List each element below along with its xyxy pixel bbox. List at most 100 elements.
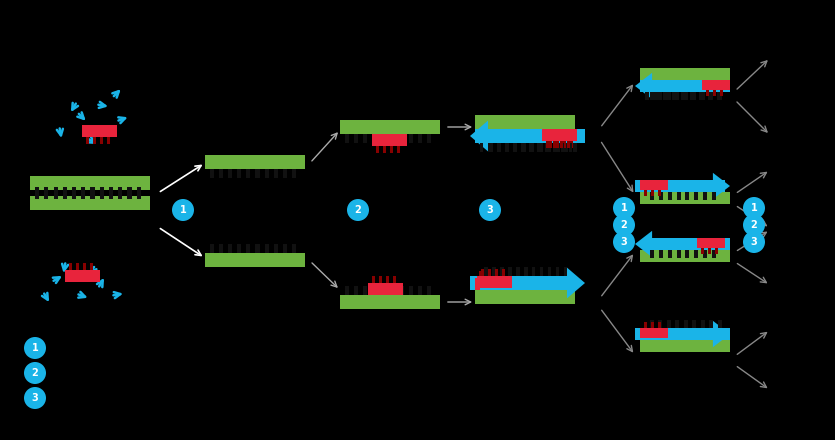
Bar (265, 244, 269, 253)
Circle shape (613, 231, 635, 253)
Bar (672, 332, 676, 340)
Bar (83, 263, 86, 270)
Bar (525, 281, 529, 290)
Bar (382, 286, 386, 295)
Bar (672, 184, 676, 192)
Circle shape (24, 362, 46, 384)
Bar (553, 141, 556, 148)
Bar (81, 190, 85, 199)
Bar (712, 90, 716, 96)
Bar (672, 80, 676, 88)
Bar (90, 187, 94, 196)
Bar (372, 276, 375, 283)
Bar (712, 192, 716, 200)
FancyArrow shape (470, 121, 585, 151)
Bar (699, 92, 703, 100)
Bar (237, 169, 241, 178)
Bar (690, 92, 694, 100)
Bar (219, 169, 223, 178)
Text: 2: 2 (32, 368, 38, 378)
Bar (119, 187, 122, 196)
Circle shape (743, 214, 765, 236)
Bar (99, 137, 103, 144)
Bar (489, 281, 493, 290)
Bar (684, 92, 687, 100)
Bar (717, 242, 721, 250)
Bar (650, 250, 654, 258)
Bar (645, 80, 649, 88)
Bar (274, 244, 278, 253)
Bar (717, 80, 721, 88)
FancyBboxPatch shape (645, 238, 725, 250)
Bar (676, 250, 681, 258)
Bar (720, 90, 723, 96)
Bar (85, 137, 89, 144)
Bar (90, 190, 94, 199)
Bar (681, 242, 685, 250)
FancyBboxPatch shape (475, 290, 575, 304)
Bar (499, 271, 503, 278)
Bar (690, 242, 694, 250)
Circle shape (172, 199, 194, 221)
Bar (399, 286, 403, 295)
Bar (645, 184, 649, 192)
Bar (560, 143, 564, 152)
Bar (534, 129, 539, 138)
Bar (291, 169, 296, 178)
Bar (119, 190, 122, 199)
Bar (497, 143, 500, 152)
Bar (701, 320, 705, 328)
Bar (386, 276, 389, 283)
Bar (493, 267, 496, 276)
Text: 3: 3 (751, 237, 757, 247)
Circle shape (613, 214, 635, 236)
FancyBboxPatch shape (30, 176, 150, 190)
FancyBboxPatch shape (702, 80, 730, 90)
Bar (489, 129, 493, 138)
Bar (690, 184, 694, 192)
Bar (701, 92, 705, 100)
Bar (708, 332, 712, 340)
Bar (99, 187, 104, 196)
FancyArrow shape (635, 73, 730, 99)
Bar (701, 248, 704, 254)
Bar (505, 143, 509, 152)
Bar (556, 143, 559, 152)
Bar (663, 184, 667, 192)
Bar (553, 281, 557, 290)
Bar (408, 134, 412, 143)
Circle shape (347, 199, 369, 221)
Bar (544, 281, 548, 290)
Bar (418, 134, 422, 143)
Bar (708, 80, 712, 88)
Bar (573, 143, 576, 152)
Bar (68, 263, 72, 270)
Bar (345, 286, 349, 295)
Bar (493, 271, 496, 278)
Bar (72, 187, 76, 196)
Bar (658, 92, 662, 100)
Bar (274, 169, 278, 178)
Bar (650, 190, 654, 196)
Bar (681, 332, 685, 340)
Bar (514, 143, 518, 152)
Bar (658, 320, 662, 328)
Bar (650, 192, 654, 200)
Bar (555, 141, 559, 148)
Circle shape (743, 197, 765, 219)
Bar (703, 250, 707, 258)
Bar (690, 332, 694, 340)
Bar (363, 286, 367, 295)
Bar (663, 242, 667, 250)
FancyArrow shape (635, 231, 730, 257)
FancyBboxPatch shape (640, 328, 668, 338)
Bar (706, 90, 709, 96)
Bar (668, 192, 671, 200)
Bar (109, 190, 113, 199)
Bar (537, 143, 540, 152)
Bar (529, 143, 533, 152)
Bar (650, 92, 654, 100)
Bar (703, 192, 707, 200)
Bar (553, 143, 556, 152)
Bar (35, 187, 39, 196)
